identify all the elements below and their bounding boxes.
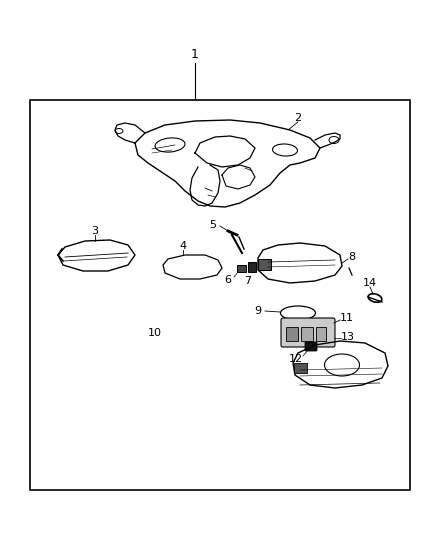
Text: 9: 9	[254, 306, 261, 316]
Text: 5: 5	[209, 220, 216, 230]
Text: 11: 11	[340, 313, 354, 323]
Bar	[258, 259, 271, 270]
Text: 7: 7	[244, 276, 251, 286]
Text: 10: 10	[148, 328, 162, 338]
Bar	[316, 327, 326, 341]
Text: 12: 12	[289, 354, 303, 364]
Text: 4: 4	[180, 241, 187, 251]
Bar	[248, 262, 256, 272]
Text: 8: 8	[349, 252, 356, 262]
Bar	[286, 327, 298, 341]
Text: 3: 3	[92, 226, 99, 236]
Bar	[237, 265, 246, 272]
Text: 1: 1	[191, 49, 199, 61]
Text: 6: 6	[225, 275, 232, 285]
Bar	[294, 363, 307, 373]
Text: 14: 14	[363, 278, 377, 288]
FancyBboxPatch shape	[281, 318, 335, 347]
FancyBboxPatch shape	[305, 342, 317, 351]
Text: 2: 2	[294, 113, 301, 123]
Text: 13: 13	[341, 332, 355, 342]
Bar	[30, 100, 410, 490]
Bar	[301, 327, 313, 341]
